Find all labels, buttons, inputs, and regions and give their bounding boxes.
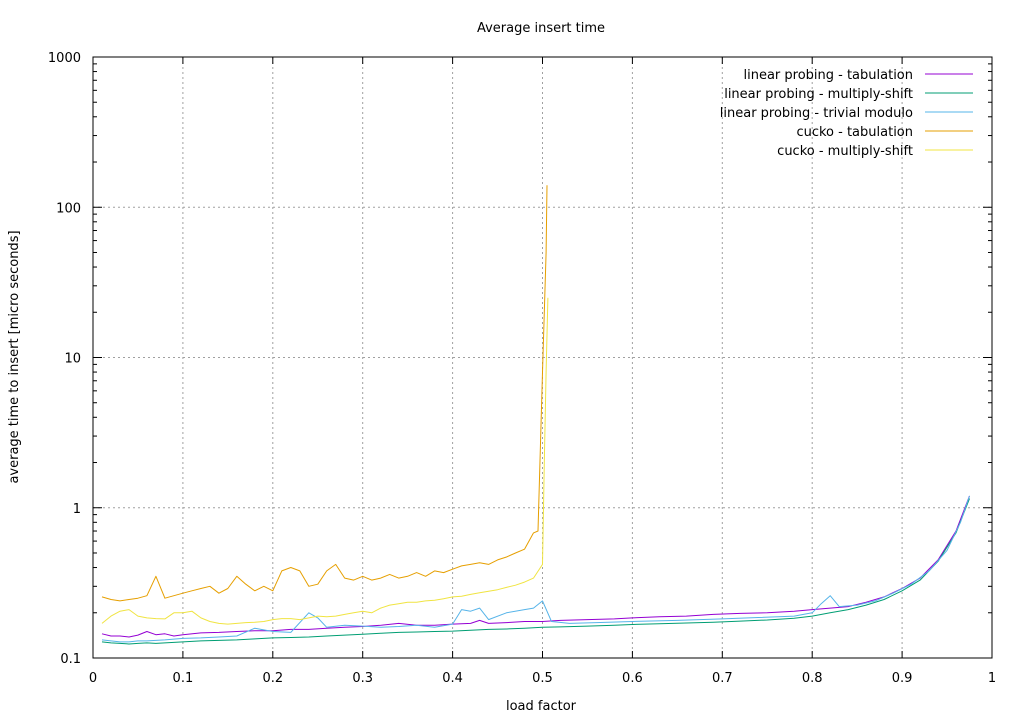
legend-entry-label: cucko - tabulation bbox=[796, 125, 913, 140]
x-tick-label: 0.5 bbox=[532, 671, 553, 686]
y-tick-label: 1 bbox=[73, 502, 81, 517]
x-tick-label: 0.2 bbox=[262, 671, 283, 686]
y-tick-label: 1000 bbox=[48, 51, 81, 66]
series-line bbox=[101, 498, 970, 645]
x-tick-label: 0.3 bbox=[352, 671, 373, 686]
x-tick-label: 0.6 bbox=[622, 671, 643, 686]
legend-entry-label: linear probing - trivial modulo bbox=[720, 106, 913, 121]
series-line bbox=[101, 495, 970, 643]
x-tick-label: 0.4 bbox=[442, 671, 463, 686]
series-lines bbox=[101, 185, 970, 645]
x-tick-label: 0.9 bbox=[892, 671, 913, 686]
y-tick-label: 10 bbox=[64, 352, 81, 367]
x-tick-label: 0.7 bbox=[712, 671, 733, 686]
y-tick-label: 0.1 bbox=[60, 652, 81, 667]
chart-title: Average insert time bbox=[477, 21, 605, 36]
x-tick-label: 0.8 bbox=[802, 671, 823, 686]
series-line bbox=[101, 495, 970, 638]
series-line bbox=[101, 185, 548, 602]
grid bbox=[93, 57, 992, 658]
x-tick-label: 1 bbox=[988, 671, 996, 686]
x-axis-label: load factor bbox=[506, 699, 577, 714]
legend-entry-label: linear probing - tabulation bbox=[743, 68, 913, 83]
series-line bbox=[101, 297, 549, 625]
legend-entry-label: cucko - multiply-shift bbox=[777, 144, 913, 159]
y-tick-label: 100 bbox=[56, 201, 81, 216]
x-tick-label: 0 bbox=[89, 671, 97, 686]
ticks bbox=[92, 56, 993, 659]
legend: linear probing - tabulation linear probin… bbox=[720, 68, 973, 159]
legend-entry-label: linear probing - multiply-shift bbox=[724, 87, 913, 102]
x-tick-label: 0.1 bbox=[173, 671, 194, 686]
tick-labels: 0 0.1 0.2 0.3 0.4 0.5 0.6 0.7 0.8 0.9 1 0.1 1 10 100 10… bbox=[48, 51, 996, 686]
y-axis-label: average time to insert [micro seconds] bbox=[7, 230, 22, 483]
